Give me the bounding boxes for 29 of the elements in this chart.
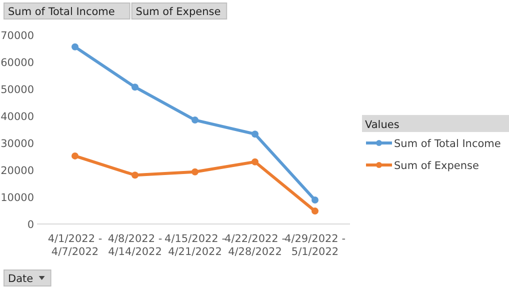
x-tick-label: 4/22/2022 - 4/28/2022	[224, 233, 286, 258]
point	[132, 84, 138, 91]
legend-label: Sum of Total Income	[394, 138, 501, 150]
point	[192, 116, 198, 124]
x-tick-label: 4/29/2022 - 5/1/2022	[284, 233, 346, 258]
point	[252, 130, 258, 138]
y-tick-label: 40000	[0, 111, 34, 123]
y-tick-label: 10000	[0, 192, 34, 204]
x-tick-label: 4/1/2022 - 4/7/2022	[48, 233, 102, 258]
y-tick-label: 60000	[0, 57, 34, 69]
point	[252, 158, 258, 166]
point	[72, 43, 78, 50]
y-tick-label: 0	[27, 219, 34, 231]
point	[312, 196, 318, 204]
legend-label: Sum of Expense	[394, 160, 479, 172]
point	[132, 172, 138, 179]
text: Sum of Total Income	[8, 6, 115, 18]
x-tick-label: 4/8/2022 - 4/14/2022	[108, 233, 162, 258]
text: Sum of Expense	[136, 6, 221, 18]
y-tick-label: 70000	[0, 30, 34, 42]
y-tick-label: 20000	[0, 165, 34, 177]
legend-title: Values	[365, 119, 400, 131]
y-tick-label: 50000	[0, 84, 34, 96]
text: Date	[8, 273, 34, 285]
x-tick-label: 4/15/2022 - 4/21/2022	[164, 233, 226, 258]
point	[192, 168, 198, 176]
point	[72, 152, 78, 160]
point	[312, 208, 318, 215]
y-tick-label: 30000	[0, 138, 34, 150]
